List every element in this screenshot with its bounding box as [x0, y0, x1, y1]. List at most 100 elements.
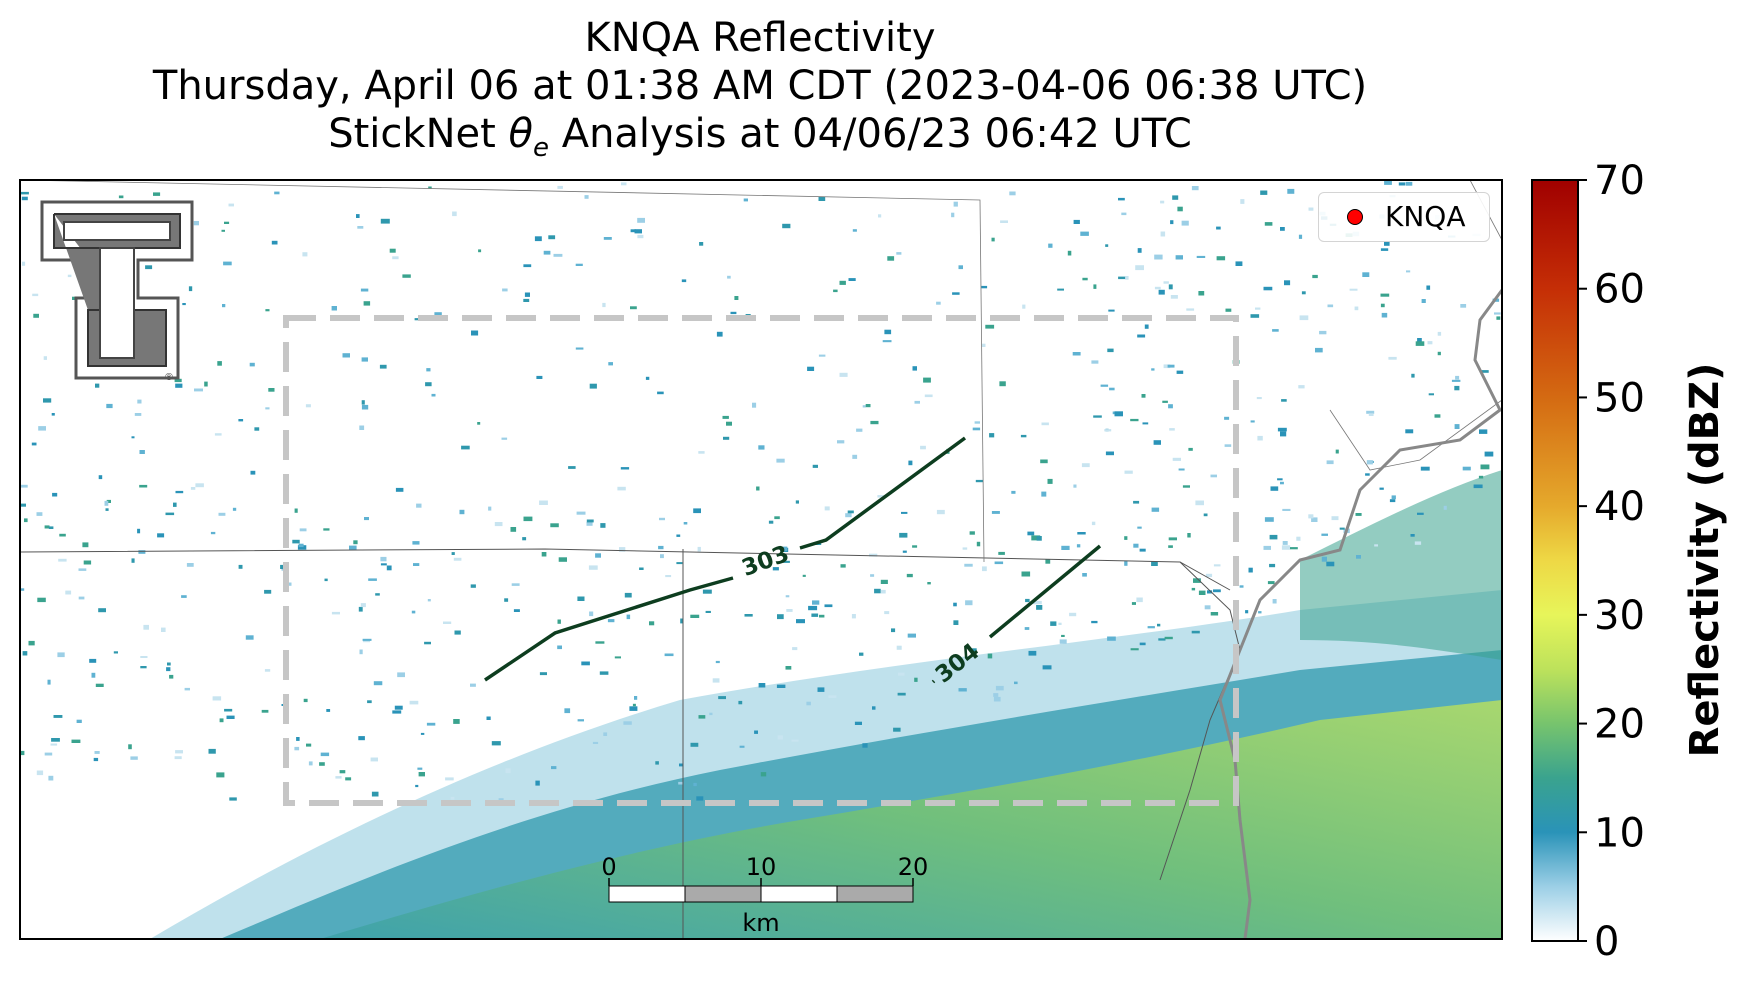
reflectivity-pixel: [157, 533, 165, 538]
reflectivity-pixel: [818, 196, 826, 201]
reflectivity-pixel: [57, 652, 65, 658]
reflectivity-pixel: [229, 797, 237, 801]
reflectivity-pixel: [182, 303, 186, 306]
reflectivity-pixel: [1380, 248, 1389, 251]
reflectivity-pixel: [1263, 545, 1271, 550]
reflectivity-pixel: [985, 324, 995, 329]
reflectivity-pixel: [331, 611, 340, 615]
reflectivity-pixel: [1133, 500, 1140, 504]
reflectivity-pixel: [1331, 516, 1339, 521]
reflectivity-pixel: [165, 512, 175, 516]
reflectivity-pixel: [445, 777, 454, 781]
reflectivity-pixel: [1170, 220, 1174, 225]
reflectivity-pixel: [1172, 457, 1181, 461]
reflectivity-pixel: [504, 598, 509, 602]
reflectivity-pixel: [1131, 602, 1136, 605]
reflectivity-pixel: [1455, 375, 1460, 380]
reflectivity-pixel: [415, 784, 419, 788]
reflectivity-pixel: [969, 531, 975, 535]
reflectivity-pixel: [1020, 434, 1027, 438]
reflectivity-pixel: [1154, 286, 1161, 290]
reflectivity-pixel: [924, 394, 933, 398]
reflectivity-pixel: [1109, 387, 1115, 391]
reflectivity-pixel: [20, 191, 29, 195]
reflectivity-pixel: [575, 347, 584, 350]
reflectivity-pixel: [1264, 517, 1274, 522]
reflectivity-pixel: [1186, 308, 1195, 311]
reflectivity-pixel: [1091, 620, 1098, 624]
reflectivity-pixel: [510, 527, 517, 532]
reflectivity-pixel: [418, 772, 425, 777]
reflectivity-pixel: [599, 671, 609, 675]
reflectivity-pixel: [51, 413, 55, 416]
reflectivity-pixel: [137, 399, 142, 404]
reflectivity-pixel: [1031, 535, 1041, 541]
reflectivity-pixel: [1191, 630, 1200, 634]
reflectivity-pixel: [1067, 250, 1072, 256]
reflectivity-pixel: [872, 706, 876, 710]
reflectivity-pixel: [927, 582, 931, 585]
reflectivity-pixel: [78, 568, 87, 571]
reflectivity-pixel: [1139, 642, 1146, 646]
reflectivity-pixel: [417, 767, 423, 770]
reflectivity-pixel: [1374, 544, 1378, 547]
reflectivity-pixel: [962, 547, 968, 550]
reflectivity-pixel: [639, 567, 644, 570]
reflectivity-pixel: [1050, 621, 1057, 626]
scale-bar-unit: km: [742, 909, 779, 937]
reflectivity-pixel: [292, 539, 300, 544]
reflectivity-pixel: [224, 221, 230, 224]
reflectivity-pixel: [93, 757, 99, 762]
reflectivity-pixel: [339, 770, 346, 774]
reflectivity-pixel: [754, 730, 758, 734]
reflectivity-pixel: [693, 508, 701, 514]
reflectivity-pixel: [550, 523, 559, 528]
reflectivity-pixel: [1157, 623, 1161, 627]
reflectivity-pixel: [188, 286, 193, 292]
reflectivity-pixel: [380, 218, 390, 224]
reflectivity-pixel: [389, 248, 396, 253]
reflectivity-pixel: [219, 718, 224, 723]
reflectivity-pixel: [265, 309, 270, 312]
reflectivity-pixel: [811, 613, 819, 617]
reflectivity-pixel: [20, 503, 26, 507]
reflectivity-pixel: [837, 440, 845, 444]
reflectivity-pixel: [680, 618, 684, 624]
reflectivity-pixel: [452, 211, 457, 217]
reflectivity-pixel: [1277, 427, 1287, 432]
reflectivity-pixel: [608, 362, 613, 366]
reflectivity-pixel: [522, 537, 527, 541]
reflectivity-pixel: [824, 604, 833, 608]
reflectivity-pixel: [1426, 285, 1431, 290]
reflectivity-pixel: [1427, 341, 1433, 345]
reflectivity-pixel: [812, 600, 820, 605]
reflectivity-pixel: [936, 301, 941, 305]
reflectivity-pixel: [1137, 526, 1142, 529]
reflectivity-pixel: [1494, 312, 1501, 315]
reflectivity-pixel: [48, 775, 54, 781]
reflectivity-pixel: [208, 748, 216, 754]
reflectivity-pixel: [113, 651, 118, 654]
reflectivity-pixel: [1282, 508, 1291, 511]
reflectivity-pixel: [1213, 564, 1221, 567]
reflectivity-pixel: [848, 278, 856, 281]
reflectivity-pixel: [953, 602, 957, 607]
reflectivity-pixel: [1130, 418, 1139, 422]
reflectivity-pixel: [204, 381, 208, 387]
reflectivity-pixel: [539, 672, 547, 676]
reflectivity-pixel: [592, 741, 599, 744]
reflectivity-pixel: [1434, 414, 1441, 418]
reflectivity-pixel: [238, 419, 244, 422]
reflectivity-pixel: [991, 237, 995, 242]
reflectivity-pixel: [450, 796, 455, 800]
reflectivity-pixel: [226, 715, 235, 719]
reflectivity-pixel: [994, 561, 1004, 565]
reflectivity-pixel: [777, 735, 783, 740]
reflectivity-pixel: [1040, 459, 1048, 464]
reflectivity-pixel: [1036, 536, 1042, 541]
reflectivity-pixel: [1141, 394, 1146, 398]
reflectivity-pixel: [660, 554, 664, 559]
reflectivity-pixel: [1258, 611, 1262, 614]
reflectivity-pixel: [1042, 665, 1052, 670]
reflectivity-pixel: [370, 757, 378, 762]
